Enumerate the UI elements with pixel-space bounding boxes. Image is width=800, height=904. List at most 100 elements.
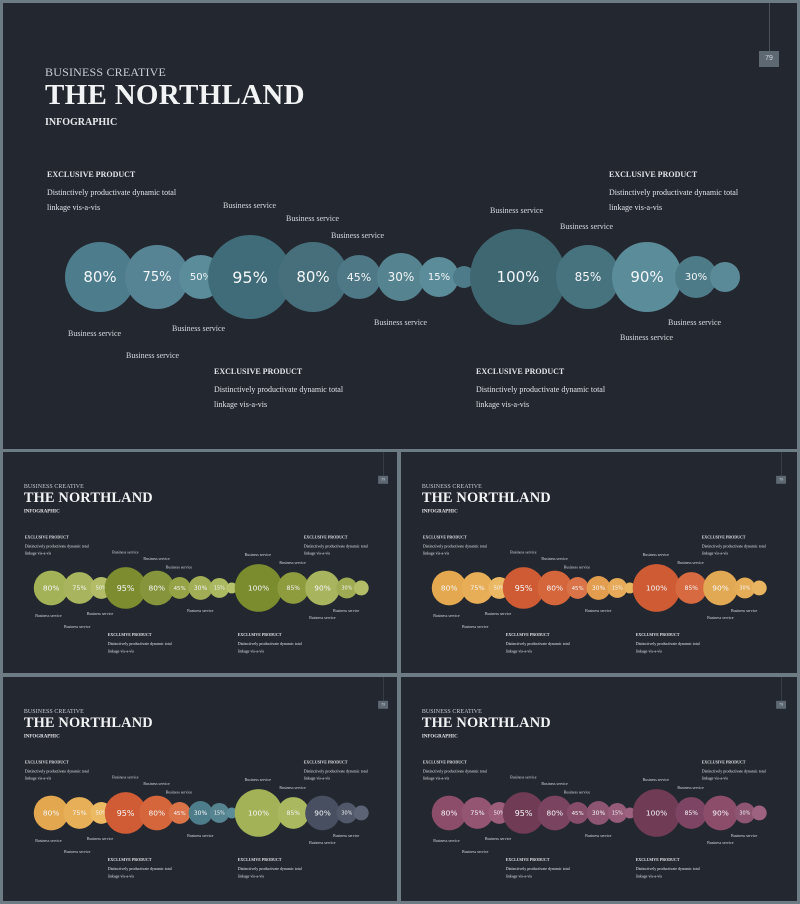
slide-thumb-orange[interactable]: 79 BUSINESS CREATIVE THE NORTHLAND INFOGRAP… — [401, 452, 797, 673]
business-service-label: Business service — [64, 624, 91, 630]
exclusive-product-block: EXCLUSIVE PRODUCT Distinctively productiv… — [214, 367, 354, 412]
slide-content: 79 BUSINESS CREATIVE THE NORTHLAND INFOGRAP… — [3, 452, 397, 673]
percent-bubble: 100% — [234, 564, 283, 612]
slide-content: 79 BUSINESS CREATIVE THE NORTHLAND INFOGRAP… — [401, 677, 795, 898]
business-service-label: Business service — [585, 833, 612, 838]
business-service-label: Business service — [86, 836, 114, 841]
business-service-label: Business service — [541, 781, 568, 787]
business-service-label: Business service — [374, 318, 428, 327]
exclusive-product-description: Distinctively productivate dynamic total… — [505, 641, 570, 654]
percent-bubble: 45% — [168, 577, 191, 599]
slide-subtitle: BUSINESS CREATIVE — [421, 482, 482, 490]
percent-bubble: 30% — [377, 253, 425, 301]
exclusive-product-heading: EXCLUSIVE PRODUCT — [24, 759, 69, 765]
percent-bubble: 85% — [277, 572, 310, 604]
page-number: 79 — [776, 475, 787, 484]
slide-thumb-mixed[interactable]: 79 BUSINESS CREATIVE THE NORTHLAND INFOGRAP… — [3, 677, 397, 901]
percent-bubble: 95% — [104, 567, 147, 609]
business-service-label: Business service — [86, 611, 114, 616]
business-service-label: Business service — [143, 781, 170, 787]
exclusive-product-heading: EXCLUSIVE PRODUCT — [476, 367, 565, 376]
percent-bubble: 80% — [278, 242, 348, 312]
business-service-label: Business service — [462, 849, 489, 855]
slide-title: THE NORTHLAND — [23, 714, 153, 731]
business-service-label: Business service — [563, 790, 591, 795]
slide-thumb-green[interactable]: 79 BUSINESS CREATIVE THE NORTHLAND INFOGRAP… — [3, 452, 397, 673]
percent-bubble: 30% — [336, 802, 358, 824]
percent-bubble: 100% — [632, 789, 681, 837]
percent-bubble: 80% — [431, 795, 467, 831]
exclusive-product-heading: EXCLUSIVE PRODUCT — [505, 632, 550, 638]
percent-bubble: 80% — [431, 570, 467, 606]
percent-bubble — [751, 805, 767, 821]
business-service-label: Business service — [668, 318, 722, 327]
business-service-label: Business service — [223, 201, 277, 210]
exclusive-product-description: Distinctively productivate dynamic total… — [107, 866, 172, 879]
business-service-label: Business service — [642, 552, 670, 558]
percent-bubble: 30% — [734, 577, 756, 599]
business-service-label: Business service — [484, 611, 512, 616]
percent-bubble — [624, 582, 636, 594]
exclusive-product-block: EXCLUSIVE PRODUCT Distinctively productiv… — [609, 170, 749, 215]
exclusive-product-block: EXCLUSIVE PRODUCT Distinctively productiv… — [423, 535, 492, 557]
percent-bubble: 75% — [125, 245, 189, 309]
exclusive-product-description: Distinctively productivate dynamic total… — [303, 543, 368, 556]
business-service-label: Business service — [279, 560, 306, 566]
page-marker-line — [769, 3, 770, 51]
exclusive-product-block: EXCLUSIVE PRODUCT Distinctively productiv… — [238, 858, 307, 880]
percent-bubble: 75% — [461, 797, 494, 829]
percent-bubble — [624, 807, 636, 819]
business-service-label: Business service — [462, 624, 489, 630]
business-service-label: Business service — [35, 613, 62, 619]
exclusive-product-block: EXCLUSIVE PRODUCT Distinctively productiv… — [423, 760, 492, 782]
percent-bubble: 30% — [336, 577, 358, 599]
exclusive-product-description: Distinctively productivate dynamic total… — [47, 188, 177, 212]
percent-bubble: 15% — [209, 578, 230, 598]
business-service-label: Business service — [309, 840, 336, 846]
business-service-label: Business service — [126, 351, 180, 360]
exclusive-product-heading: EXCLUSIVE PRODUCT — [214, 367, 303, 376]
slide-title: THE NORTHLAND — [45, 79, 305, 111]
slide-title: THE NORTHLAND — [421, 714, 551, 731]
percent-bubble: 90% — [703, 570, 738, 606]
exclusive-product-heading: EXCLUSIVE PRODUCT — [237, 632, 282, 638]
percent-bubble: 85% — [556, 245, 620, 309]
percent-bubble: 85% — [675, 572, 708, 604]
slide-content: 79 BUSINESS CREATIVE THE NORTHLAND INFOGRAP… — [3, 677, 397, 898]
slide-title: THE NORTHLAND — [421, 489, 551, 506]
business-service-label: Business service — [677, 785, 704, 791]
percent-bubble: 90% — [612, 242, 682, 312]
percent-bubble — [751, 580, 767, 596]
business-service-label: Business service — [730, 608, 758, 613]
percent-bubble: 30% — [586, 801, 611, 825]
business-service-label: Business service — [332, 608, 360, 613]
business-service-label: Business service — [244, 552, 272, 558]
exclusive-product-block: EXCLUSIVE PRODUCT Distinctively productiv… — [238, 633, 307, 655]
exclusive-product-block: EXCLUSIVE PRODUCT Distinctively productiv… — [636, 633, 705, 655]
business-service-label: Business service — [730, 833, 758, 838]
business-service-label: Business service — [490, 206, 544, 215]
percent-bubble: 80% — [33, 570, 69, 606]
slide-thumb-plum[interactable]: 79 BUSINESS CREATIVE THE NORTHLAND INFOGRAP… — [401, 677, 797, 901]
exclusive-product-description: Distinctively productivate dynamic total… — [422, 768, 487, 781]
percent-bubble: 75% — [461, 572, 494, 604]
exclusive-product-block: EXCLUSIVE PRODUCT Distinctively productiv… — [25, 760, 94, 782]
business-service-label: Business service — [172, 324, 226, 333]
business-service-label: Business service — [112, 550, 139, 555]
exclusive-product-block: EXCLUSIVE PRODUCT Distinctively productiv… — [702, 760, 771, 782]
slide-subtitle: BUSINESS CREATIVE — [23, 482, 84, 490]
exclusive-product-block: EXCLUSIVE PRODUCT Distinctively productiv… — [47, 170, 187, 215]
exclusive-product-block: EXCLUSIVE PRODUCT Distinctively productiv… — [506, 633, 575, 655]
percent-bubble: 30% — [586, 576, 611, 600]
percent-bubble — [453, 266, 475, 288]
exclusive-product-block: EXCLUSIVE PRODUCT Distinctively productiv… — [25, 535, 94, 557]
percent-bubble: 15% — [209, 803, 230, 823]
exclusive-product-heading: EXCLUSIVE PRODUCT — [47, 170, 136, 179]
slide-main: 79 BUSINESS CREATIVE THE NORTHLAND INFOGRAP… — [3, 3, 797, 449]
business-service-label: Business service — [112, 775, 139, 780]
business-service-label: Business service — [35, 838, 62, 844]
exclusive-product-heading: EXCLUSIVE PRODUCT — [505, 857, 550, 863]
business-service-label: Business service — [332, 833, 360, 838]
percent-bubble: 45% — [337, 255, 381, 299]
percent-bubble: 85% — [675, 797, 708, 829]
